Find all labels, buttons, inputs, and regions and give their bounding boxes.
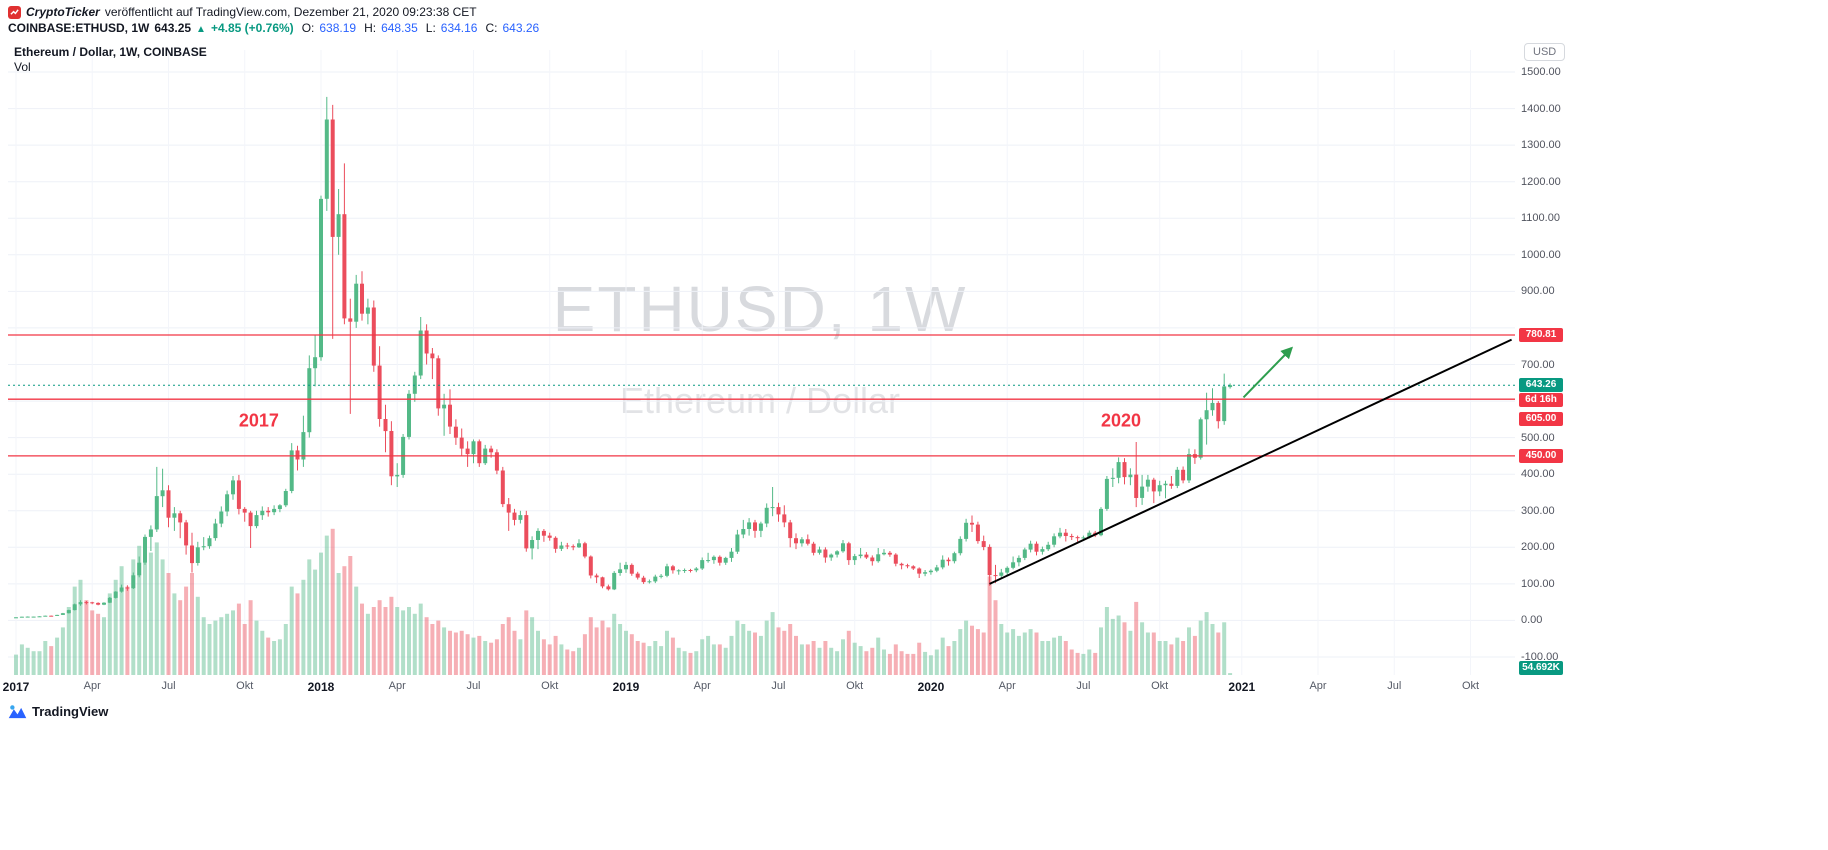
time-tick-label: 2017 [2, 680, 30, 694]
time-tick-label: Jul [466, 680, 481, 692]
open-label: O: [301, 21, 315, 35]
publish-info: veröffentlicht auf TradingView.com, Deze… [104, 5, 477, 19]
price-badge: 450.00 [1519, 448, 1563, 463]
chart-annotations[interactable]: 2017 2020 [239, 411, 1141, 431]
up-triangle-icon: ▲ [196, 24, 206, 35]
price-tick-label: 500.00 [1521, 431, 1555, 444]
symbol-info-bar: COINBASE:ETHUSD, 1W 643.25 ▲ +4.85 (+0.7… [8, 21, 539, 35]
time-tick-label: Apr [1309, 680, 1327, 692]
time-tick-label: 2020 [917, 680, 945, 694]
time-tick-label: 2018 [307, 680, 335, 694]
publish-info-bar: CryptoTicker veröffentlicht auf TradingV… [8, 5, 477, 19]
chart-legend: Ethereum / Dollar, 1W, COINBASE Vol [14, 45, 207, 75]
gridlines [8, 50, 1515, 675]
open-value: 638.19 [319, 21, 357, 35]
publisher-icon [8, 5, 21, 19]
projection-arrow[interactable] [1242, 346, 1293, 399]
time-tick-label: 2021 [1228, 680, 1256, 694]
high-label: H: [364, 21, 377, 35]
last-price: 643.25 [154, 21, 192, 35]
currency-toggle-button[interactable]: USD [1524, 43, 1566, 61]
legend-title: Ethereum / Dollar, 1W, COINBASE [14, 45, 207, 59]
candles [14, 96, 1233, 619]
price-badge: 780.81 [1519, 327, 1563, 342]
price-tick-label: 1300.00 [1521, 139, 1561, 152]
price-tick-label: 1100.00 [1521, 212, 1560, 225]
time-tick-label: Okt [541, 680, 559, 692]
price-axis[interactable]: 1500.00 1400.00 1300.00 1200.00 1100.00 1000.… [1519, 40, 1583, 700]
time-tick-label: Apr [83, 680, 101, 692]
time-tick-label: 2019 [612, 680, 640, 694]
price-badge: 643.26 [1519, 378, 1563, 393]
low-label: L: [425, 21, 436, 35]
legend-volume-label: Vol [14, 60, 31, 74]
price-tick-label: 1200.00 [1521, 175, 1561, 188]
time-axis[interactable]: 2017 Apr Jul Okt 2018 Apr Jul Okt 2019 Apr Jul Okt 2… [0, 678, 1520, 696]
svg-text:2017: 2017 [239, 411, 279, 431]
footer: TradingView [8, 704, 108, 719]
time-tick-label: Okt [1461, 680, 1480, 692]
time-tick-label: Okt [846, 680, 864, 692]
price-tick-label: -100.00 [1521, 651, 1559, 663]
price-tick-label: 0.00 [1521, 614, 1543, 627]
price-tick-label: 100.00 [1521, 577, 1555, 590]
trend-line[interactable] [989, 338, 1513, 585]
chart-area[interactable]: ETHUSD, 1W Ethereum / Dollar 2017 2020 Et… [0, 40, 1828, 700]
price-tick-label: 1000.00 [1521, 248, 1561, 261]
price-badge: 6d 16h [1519, 393, 1563, 408]
symbol-title[interactable]: COINBASE:ETHUSD, 1W [8, 21, 150, 35]
volume-bars [14, 528, 1233, 675]
high-value: 648.35 [381, 21, 418, 35]
low-value: 634.16 [440, 21, 478, 35]
price-badge: 54.692K [1519, 661, 1563, 675]
price-tick-label: 1500.00 [1521, 66, 1561, 78]
time-tick-label: Jul [161, 680, 176, 692]
price-tick-label: 900.00 [1521, 285, 1555, 298]
price-chart-svg[interactable]: 2017 2020 [0, 40, 1520, 680]
price-tick-label: 400.00 [1521, 468, 1555, 481]
price-tick-label: 700.00 [1521, 358, 1555, 371]
close-value: 643.26 [502, 21, 540, 35]
time-tick-label: Okt [1151, 680, 1169, 692]
publisher-name[interactable]: CryptoTicker [26, 5, 100, 19]
price-badge: 605.00 [1519, 412, 1563, 427]
time-tick-label: Apr [998, 680, 1016, 692]
time-tick-label: Apr [388, 680, 406, 692]
time-tick-label: Apr [693, 680, 711, 692]
price-tick-label: 300.00 [1521, 504, 1555, 517]
price-change: +4.85 (+0.76%) [210, 21, 294, 35]
time-tick-label: Okt [236, 680, 254, 692]
tradingview-logo-icon[interactable] [8, 704, 27, 719]
close-label: C: [485, 21, 498, 35]
price-tick-label: 1400.00 [1521, 102, 1561, 115]
time-tick-label: Jul [1387, 680, 1402, 692]
tradingview-brand[interactable]: TradingView [32, 704, 109, 719]
svg-text:2020: 2020 [1101, 411, 1141, 431]
price-tick-label: 200.00 [1521, 541, 1555, 554]
time-tick-label: Jul [771, 680, 786, 692]
time-tick-label: Jul [1076, 680, 1091, 692]
